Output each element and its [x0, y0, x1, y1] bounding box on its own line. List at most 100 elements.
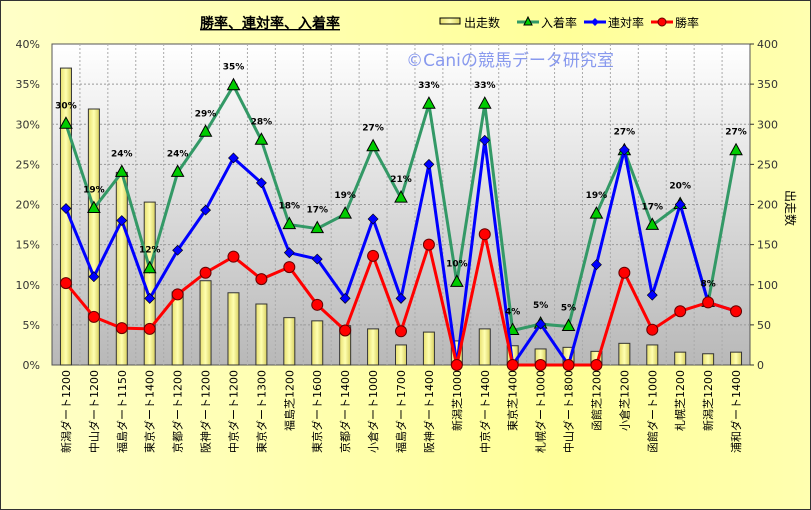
- data-label: 17%: [642, 202, 664, 212]
- bar-count: [311, 320, 324, 366]
- bar-count: [367, 328, 380, 366]
- marker-win-rate: [674, 305, 687, 318]
- legend-label: 連対率: [608, 15, 644, 30]
- x-tick-label: 小倉芝1200: [617, 370, 631, 431]
- marker-quinella-rate: [144, 292, 156, 304]
- left-tick-label: 25%: [16, 158, 40, 171]
- data-label: 27%: [362, 124, 384, 134]
- right-tick-label: 250: [757, 158, 778, 171]
- x-tick-label: 福島ダート1150: [115, 370, 129, 453]
- bar-count: [171, 291, 184, 366]
- data-label: 27%: [725, 128, 747, 138]
- data-label: 20%: [669, 182, 691, 192]
- marker-win-rate: [422, 238, 435, 251]
- data-label: 33%: [474, 81, 496, 91]
- marker-win-rate: [618, 266, 631, 279]
- data-label: 17%: [306, 206, 328, 216]
- data-label: 24%: [111, 149, 133, 159]
- legend-label: 勝率: [675, 15, 699, 30]
- right-tick-label: 300: [757, 118, 778, 131]
- x-tick-label: 東京ダート1400: [143, 370, 157, 453]
- marker-win-rate: [311, 298, 324, 311]
- data-label: 8%: [700, 279, 715, 289]
- x-tick-label: 新潟芝1200: [701, 370, 715, 431]
- data-label: 21%: [390, 175, 412, 185]
- marker-place-rate: [142, 260, 157, 274]
- marker-quinella-rate: [423, 158, 435, 170]
- bar-count: [422, 331, 435, 366]
- x-tick-label: 阪神ダート1200: [199, 370, 213, 453]
- x-tick-label: 東京芝1400: [506, 370, 520, 431]
- marker-place-rate: [59, 116, 73, 129]
- marker-place-rate: [422, 96, 436, 109]
- data-label: 33%: [418, 81, 440, 91]
- bar-count: [674, 351, 687, 366]
- bar-count: [255, 303, 268, 366]
- marker-quinella-rate: [116, 215, 128, 226]
- right-axis-label: 出走数: [783, 190, 798, 226]
- marker-win-rate: [339, 324, 352, 337]
- x-tick-label: 中京ダート1200: [226, 370, 240, 453]
- marker-quinella-rate: [172, 244, 184, 256]
- bar-count: [646, 344, 659, 366]
- marker-win-rate: [562, 359, 575, 371]
- data-label: 27%: [614, 128, 636, 138]
- marker-quinella-rate: [618, 144, 630, 156]
- data-label: 5%: [533, 301, 548, 311]
- marker-place-rate: [589, 206, 604, 219]
- x-tick-label: 阪神ダート1400: [422, 370, 436, 453]
- data-label: 19%: [586, 191, 608, 201]
- marker-win-rate: [143, 322, 156, 335]
- marker-quinella-rate: [311, 253, 323, 265]
- x-tick-label: 中京ダート1400: [478, 370, 492, 453]
- marker-quinella-rate: [367, 213, 379, 225]
- bar-count: [283, 317, 296, 366]
- marker-place-rate: [198, 124, 213, 137]
- bar-count: [618, 342, 631, 366]
- right-tick-label: 200: [757, 199, 778, 212]
- left-tick-label: 40%: [16, 38, 40, 51]
- marker-place-rate: [310, 220, 325, 234]
- x-tick-label: 東京ダート1600: [310, 370, 324, 453]
- marker-place-rate: [477, 96, 492, 109]
- marker-quinella-rate: [479, 134, 491, 146]
- data-label: 18%: [279, 202, 301, 212]
- marker-quinella-rate: [255, 177, 267, 189]
- data-label: 35%: [223, 63, 245, 73]
- bar-count: [59, 67, 72, 366]
- marker-win-rate: [255, 273, 268, 286]
- marker-place-rate: [170, 164, 185, 177]
- marker-place-rate: [729, 142, 743, 156]
- legend-label: 出走数: [464, 15, 500, 30]
- left-tick-label: 5%: [23, 319, 40, 332]
- marker-win-rate: [730, 305, 743, 318]
- marker-quinella-rate: [591, 259, 602, 271]
- right-tick-label: 50: [757, 319, 771, 332]
- marker-win-rate: [395, 325, 407, 338]
- marker-quinella-rate: [535, 318, 547, 330]
- marker-quinella-rate: [395, 292, 407, 304]
- left-tick-label: 10%: [16, 279, 40, 292]
- bar-count: [395, 344, 407, 366]
- marker-place-rate: [394, 190, 408, 203]
- data-label: 19%: [334, 191, 356, 201]
- data-label: 29%: [195, 109, 217, 119]
- marker-quinella-rate: [674, 199, 686, 210]
- x-tick-label: 東京ダート1300: [254, 370, 268, 453]
- left-tick-label: 35%: [16, 78, 40, 91]
- marker-win-rate: [534, 359, 547, 371]
- right-tick-label: 400: [757, 38, 778, 51]
- marker-win-rate: [450, 359, 463, 371]
- marker-win-rate: [506, 359, 519, 371]
- marker-win-rate: [115, 322, 128, 335]
- marker-place-rate: [114, 164, 129, 177]
- bar-count: [730, 351, 743, 366]
- data-label: 24%: [167, 149, 189, 159]
- data-label: 28%: [251, 117, 273, 127]
- chart-title: 勝率、連対率、入着率: [200, 15, 340, 32]
- x-tick-label: 札幌芝1200: [673, 370, 687, 431]
- bar-count: [227, 292, 240, 366]
- x-tick-label: 中山ダート1200: [87, 370, 101, 453]
- marker-place-rate: [338, 206, 353, 219]
- marker-place-rate: [226, 77, 241, 91]
